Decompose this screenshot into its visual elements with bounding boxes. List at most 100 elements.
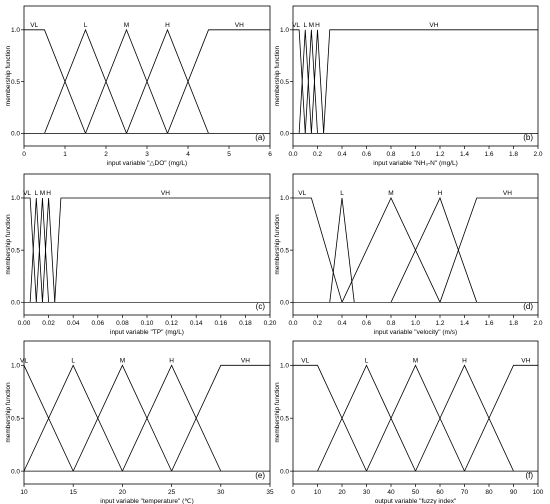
series-l-label: L bbox=[84, 22, 88, 29]
x-tick-label: 0.12 bbox=[165, 320, 178, 327]
x-tick-label: 1.0 bbox=[411, 151, 420, 158]
series-vh-line bbox=[171, 364, 270, 472]
y-tick-label: 0.0 bbox=[11, 131, 20, 138]
chart-panel-d: 0.0 0.2 0.4 0.6 0.8 1.0 1.2 1.4 1.6 1.8 2.0 0.0 0.5 1… bbox=[274, 173, 543, 336]
chart-panel-c: 0.00 0.02 0.04 0.06 0.08 0.10 0.12 0.14 0.16 0.18… bbox=[5, 173, 277, 336]
series-l-label: L bbox=[365, 357, 369, 364]
x-tick-label: 1.6 bbox=[484, 320, 493, 327]
series-vh-line bbox=[323, 29, 538, 134]
x-tick-label: 0.10 bbox=[141, 320, 154, 327]
x-tick-label: 30 bbox=[363, 489, 371, 496]
x-tick-label: 0.4 bbox=[337, 320, 346, 327]
x-tick-label: 0.14 bbox=[190, 320, 203, 327]
series-vl-label: VL bbox=[298, 190, 306, 197]
series-l-line bbox=[329, 197, 355, 303]
x-tick-label: 0 bbox=[291, 489, 295, 496]
series-l-line bbox=[317, 364, 416, 472]
series-vh-label: VH bbox=[521, 357, 530, 364]
chart-panel-b: 0.0 0.2 0.4 0.6 0.8 1.0 1.2 1.4 1.6 1.8 2.0 0.0 0.5 1… bbox=[274, 5, 543, 167]
x-tick-label: 60 bbox=[436, 489, 444, 496]
x-axis-label: input variable "temperature" (℃) bbox=[100, 498, 194, 504]
series-vh-line bbox=[167, 29, 270, 134]
x-tick-label: 20 bbox=[338, 489, 346, 496]
y-axis-label: membership function bbox=[274, 382, 281, 443]
y-axis-label: membership function bbox=[5, 214, 12, 275]
y-tick-label: 0.0 bbox=[280, 131, 289, 138]
y-tick-label: 0.5 bbox=[11, 247, 20, 254]
plot-frame bbox=[23, 340, 271, 485]
x-tick-label: 1.6 bbox=[484, 151, 493, 158]
y-tick-label: 0.5 bbox=[11, 79, 20, 86]
y-tick-label: 1.0 bbox=[280, 363, 289, 370]
series-m-line bbox=[304, 29, 318, 134]
x-tick-label: 1.4 bbox=[460, 320, 469, 327]
series-vl-line bbox=[24, 197, 37, 303]
x-tick-label: 1.8 bbox=[509, 320, 518, 327]
series-l-line bbox=[44, 28, 127, 134]
y-tick-label: 1.0 bbox=[280, 195, 289, 202]
y-tick-label: 1.0 bbox=[11, 27, 20, 34]
series-h-label: H bbox=[165, 22, 170, 29]
y-tick-label: 0.0 bbox=[280, 300, 289, 307]
series-vh-label: VH bbox=[503, 190, 512, 197]
series-vl-line bbox=[24, 29, 86, 134]
panel-letter: (a) bbox=[255, 133, 265, 142]
series-vl-label: VL bbox=[292, 22, 300, 29]
x-tick-label: 0.8 bbox=[386, 151, 395, 158]
x-tick-label: 0.4 bbox=[337, 151, 346, 158]
series-m-line bbox=[72, 364, 172, 472]
series-l-line bbox=[23, 364, 123, 472]
x-tick-label: 0.18 bbox=[239, 320, 252, 327]
x-axis-label: input variable "TP" (mg/L) bbox=[110, 329, 184, 336]
y-tick-label: 0.0 bbox=[11, 300, 20, 307]
chart-panel-e: 10 15 20 25 30 35 0.0 0.5 1.0VL L M H VH input variab… bbox=[5, 340, 274, 504]
x-tick-label: 4 bbox=[186, 151, 190, 158]
x-tick-label: 0.0 bbox=[288, 151, 297, 158]
x-tick-label: 2 bbox=[104, 151, 108, 158]
x-tick-label: 80 bbox=[485, 489, 493, 496]
x-tick-label: 2.0 bbox=[533, 320, 542, 327]
series-vl-line bbox=[293, 29, 306, 134]
series-h-line bbox=[415, 364, 514, 472]
x-tick-label: 2.0 bbox=[533, 151, 542, 158]
series-h-line bbox=[42, 197, 56, 303]
series-h-label: H bbox=[315, 22, 320, 29]
x-tick-label: 10 bbox=[314, 489, 322, 496]
x-tick-label: 0.8 bbox=[386, 320, 395, 327]
x-tick-label: 5 bbox=[227, 151, 231, 158]
panel-letter: (f) bbox=[525, 471, 533, 480]
y-tick-label: 1.0 bbox=[11, 195, 20, 202]
series-vl-label: VL bbox=[23, 190, 31, 197]
x-tick-label: 3 bbox=[145, 151, 149, 158]
plot-frame bbox=[23, 173, 271, 316]
series-vh-line bbox=[54, 197, 270, 303]
x-tick-label: 15 bbox=[70, 489, 78, 496]
x-tick-label: 30 bbox=[217, 489, 225, 496]
series-vh-label: VH bbox=[241, 357, 250, 364]
series-m-label: M bbox=[120, 357, 125, 364]
x-tick-label: 10 bbox=[20, 489, 28, 496]
series-m-label: M bbox=[388, 190, 393, 197]
series-l-line bbox=[29, 197, 43, 303]
series-m-line bbox=[85, 28, 168, 134]
y-tick-label: 1.0 bbox=[280, 27, 289, 34]
x-axis-label: input variable "NH₃-N" (mg/L) bbox=[373, 160, 458, 167]
series-l-line bbox=[298, 29, 312, 134]
panel-letter: (d) bbox=[523, 302, 533, 311]
series-h-label: H bbox=[462, 357, 467, 364]
x-tick-label: 100 bbox=[533, 489, 544, 496]
chart-panel-a: 0 1 2 3 4 5 6 0.0 0.5 1.0 VL L M H VH input variable "△… bbox=[5, 5, 272, 167]
x-axis-label: input variable "△DO" (mg/L) bbox=[107, 160, 187, 167]
x-tick-label: 50 bbox=[412, 489, 420, 496]
series-m-label: M bbox=[309, 22, 314, 29]
series-h-line bbox=[310, 29, 325, 134]
x-tick-label: 0.2 bbox=[313, 320, 322, 327]
series-vl-label: VL bbox=[20, 357, 28, 364]
series-m-label: M bbox=[40, 190, 45, 197]
series-m-line bbox=[341, 197, 441, 303]
y-tick-label: 0.5 bbox=[280, 247, 289, 254]
y-tick-label: 0.5 bbox=[280, 79, 289, 86]
x-tick-label: 0.16 bbox=[214, 320, 227, 327]
x-tick-label: 70 bbox=[461, 489, 469, 496]
y-axis-label: membership function bbox=[5, 45, 12, 106]
